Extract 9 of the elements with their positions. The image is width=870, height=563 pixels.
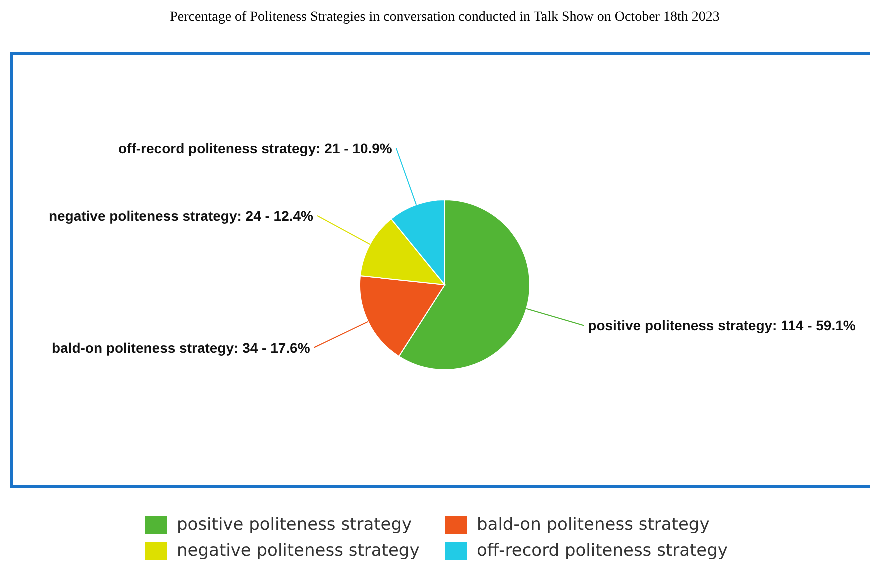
chart-title: Percentage of Politeness Strategies in conversation conducted in Talk Show on October 18th 2023 xyxy=(169,10,721,26)
legend-label: off-record politeness strategy xyxy=(477,541,728,561)
data-label: positive politeness strategy: 114 - 59.1% xyxy=(588,318,856,334)
legend-label: negative politeness strategy xyxy=(177,541,420,561)
data-label: bald-on politeness strategy: 34 - 17.6% xyxy=(52,340,311,356)
legend-label: positive politeness strategy xyxy=(177,515,412,535)
data-label: negative politeness strategy: 24 - 12.4% xyxy=(48,208,314,224)
legend-label: bald-on politeness strategy xyxy=(477,515,710,535)
data-label: off-record politeness strategy: 21 - 10.9% xyxy=(118,140,393,156)
